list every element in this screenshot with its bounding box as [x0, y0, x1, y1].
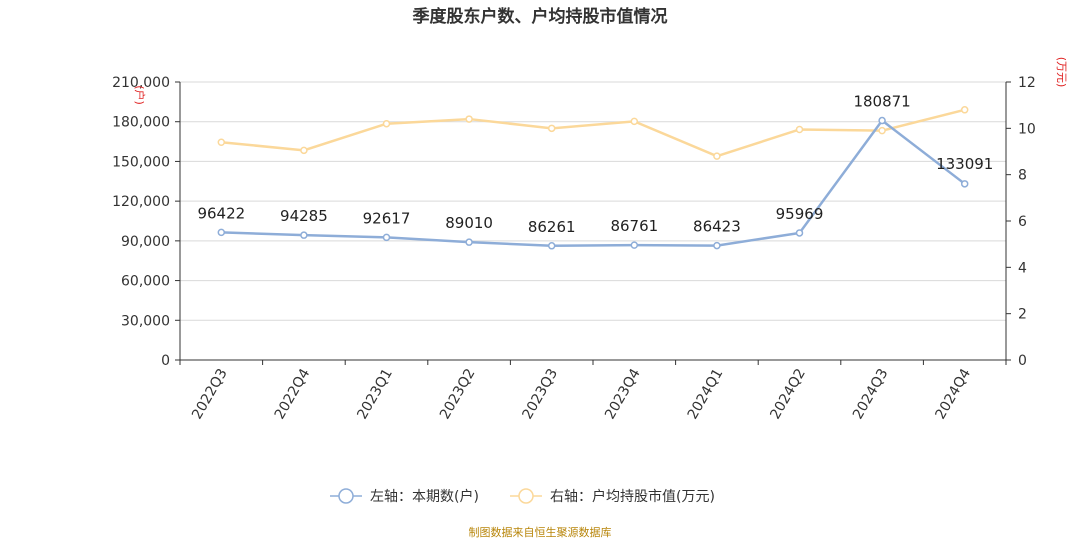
data-label: 94285 [280, 207, 328, 225]
x-tick-label: 2022Q4 [272, 366, 314, 422]
left-axis-unit: (户) [133, 85, 147, 105]
right-axis-unit: (万元) [1055, 57, 1068, 88]
data-label: 86261 [528, 218, 576, 236]
data-label: 86761 [610, 217, 658, 235]
data-label: 133091 [936, 155, 993, 173]
data-point [630, 117, 639, 126]
data-label: 86423 [693, 218, 741, 236]
right-tick-label: 10 [1018, 121, 1036, 137]
right-tick-label: 12 [1018, 75, 1036, 91]
data-point [795, 125, 804, 134]
left-tick-label: 150,000 [112, 154, 170, 170]
right-tick-label: 4 [1018, 260, 1027, 276]
data-point [878, 116, 886, 125]
data-label: 89010 [445, 214, 493, 232]
data-point [300, 231, 308, 239]
x-tick-label: 2023Q3 [520, 366, 562, 422]
right-tick-label: 2 [1018, 307, 1027, 323]
data-point [713, 152, 721, 160]
data-point [878, 126, 886, 135]
data-point [713, 241, 721, 250]
data-point [795, 229, 804, 237]
x-tick-label: 2023Q4 [602, 366, 644, 422]
legend-marker [518, 488, 534, 504]
data-point [217, 228, 226, 237]
data-label: 180871 [853, 93, 910, 111]
left-tick-label: 180,000 [112, 115, 170, 131]
left-tick-label: 120,000 [112, 194, 170, 210]
legend: 左轴：本期数(户) 右轴：户均持股市值(万元) [330, 488, 715, 505]
left-tick-label: 0 [161, 353, 170, 369]
left-tick-label: 30,000 [121, 313, 170, 329]
axes: 0 30,000 60,000 90,000 120,000 150,000 180,000… [112, 57, 1068, 422]
data-point [217, 138, 226, 146]
chart-title: 季度股东户数、户均持股市值情况 [413, 6, 668, 27]
data-labels: 96422 94285 92617 89010 86261 86761 86423 95969… [197, 93, 993, 236]
legend-marker [338, 488, 354, 504]
series-line [221, 118, 966, 248]
right-tick-label: 8 [1018, 168, 1027, 184]
series-layer [217, 106, 969, 250]
right-tick-label: 6 [1018, 214, 1027, 230]
gridlines [180, 81, 1006, 321]
left-tick-label: 90,000 [121, 234, 170, 250]
legend-label: 右轴：户均持股市值(万元) [550, 488, 715, 505]
data-point [547, 124, 556, 133]
x-tick-label: 2022Q3 [189, 366, 231, 422]
source-note: 制图数据来自恒生聚源数据库 [469, 525, 612, 539]
series-line [221, 108, 966, 158]
data-label: 96422 [197, 204, 245, 222]
data-point [960, 180, 969, 188]
x-tick-label: 2023Q1 [354, 366, 396, 422]
data-point [547, 242, 556, 250]
left-tick-label: 60,000 [121, 274, 170, 290]
x-tick-label: 2024Q1 [685, 366, 727, 422]
x-tick-label: 2024Q2 [767, 366, 809, 422]
x-tick-label: 2023Q2 [437, 366, 479, 422]
data-point [960, 106, 969, 114]
legend-label: 左轴：本期数(户) [370, 488, 479, 505]
data-label: 92617 [363, 209, 411, 227]
x-tick-label: 2024Q4 [933, 366, 975, 422]
data-point [465, 115, 473, 123]
data-point [382, 233, 391, 242]
data-label: 95969 [776, 205, 824, 223]
data-point [630, 241, 639, 249]
x-tick-label: 2024Q3 [850, 366, 892, 422]
left-tick-label: 210,000 [112, 75, 170, 91]
data-point [382, 119, 391, 128]
right-tick-label: 0 [1018, 353, 1027, 369]
data-point [300, 146, 308, 155]
data-point [465, 238, 473, 246]
